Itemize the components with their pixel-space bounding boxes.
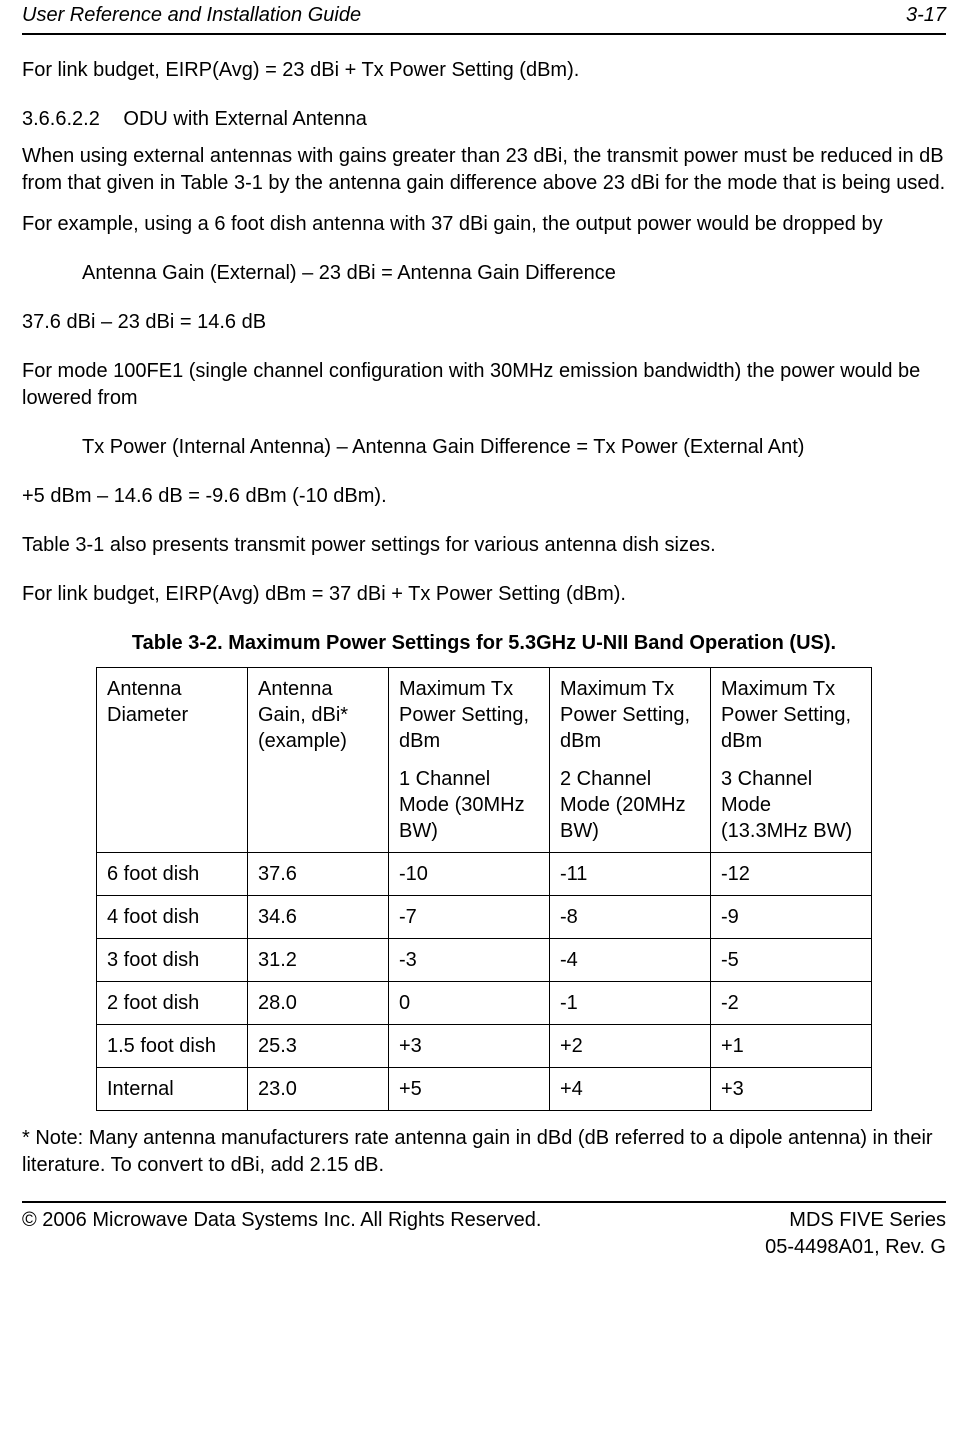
table-row: Internal 23.0 +5 +4 +3 xyxy=(97,1068,872,1111)
paragraph: 37.6 dBi – 23 dBi = 14.6 dB xyxy=(22,309,946,336)
table-cell: -1 xyxy=(550,982,711,1025)
table-cell: -3 xyxy=(389,939,550,982)
table-header-cell: Antenna Gain, dBi* (example) xyxy=(248,668,389,853)
table-cell: -11 xyxy=(550,853,711,896)
table-cell: 2 foot dish xyxy=(97,982,248,1025)
footer-product: MDS FIVE Series xyxy=(789,1209,946,1231)
footnote: * Note: Many antenna manufacturers rate … xyxy=(22,1125,946,1179)
table-cell: 31.2 xyxy=(248,939,389,982)
table-row: 3 foot dish 31.2 -3 -4 -5 xyxy=(97,939,872,982)
table-cell: 34.6 xyxy=(248,896,389,939)
table-cell: 25.3 xyxy=(248,1025,389,1068)
table-header-row: Antenna Diameter Antenna Gain, dBi* (exa… xyxy=(97,668,872,853)
section-heading: 3.6.6.2.2 ODU with External Antenna xyxy=(22,106,946,133)
table-cell: -2 xyxy=(711,982,872,1025)
table-cell: +3 xyxy=(389,1025,550,1068)
footer-docnum: 05-4498A01, Rev. G xyxy=(765,1236,946,1258)
section-number: 3.6.6.2.2 xyxy=(22,106,100,133)
table-header-cell: Maximum Tx Power Setting, dBm 1 Channel … xyxy=(389,668,550,853)
section-title: ODU with External Antenna xyxy=(123,108,366,130)
paragraph: For example, using a 6 foot dish antenna… xyxy=(22,211,946,238)
table-cell: 3 foot dish xyxy=(97,939,248,982)
table-cell: -9 xyxy=(711,896,872,939)
table-header-cell: Maximum Tx Power Setting, dBm 3 Channel … xyxy=(711,668,872,853)
table-cell: -4 xyxy=(550,939,711,982)
table-cell: +3 xyxy=(711,1068,872,1111)
table-cell: -12 xyxy=(711,853,872,896)
table-cell: +2 xyxy=(550,1025,711,1068)
table-header-cell: Antenna Diameter xyxy=(97,668,248,853)
table-cell: 28.0 xyxy=(248,982,389,1025)
table-cell: 23.0 xyxy=(248,1068,389,1111)
paragraph: +5 dBm – 14.6 dB = -9.6 dBm (-10 dBm). xyxy=(22,483,946,510)
table-row: 2 foot dish 28.0 0 -1 -2 xyxy=(97,982,872,1025)
header-rule xyxy=(22,33,946,35)
page-footer: © 2006 Microwave Data Systems Inc. All R… xyxy=(22,1207,946,1261)
paragraph-formula: Tx Power (Internal Antenna) – Antenna Ga… xyxy=(22,434,946,461)
table-cell: -7 xyxy=(389,896,550,939)
table-cell: +1 xyxy=(711,1025,872,1068)
paragraph-formula: Antenna Gain (External) – 23 dBi = Anten… xyxy=(22,260,946,287)
table-cell: +5 xyxy=(389,1068,550,1111)
table-cell: +4 xyxy=(550,1068,711,1111)
table-title: Table 3-2. Maximum Power Settings for 5.… xyxy=(22,630,946,657)
table-header-cell: Maximum Tx Power Setting, dBm 2 Channel … xyxy=(550,668,711,853)
footer-copyright: © 2006 Microwave Data Systems Inc. All R… xyxy=(22,1207,541,1234)
paragraph: Table 3-1 also presents transmit power s… xyxy=(22,532,946,559)
paragraph-eirp: For link budget, EIRP(Avg) = 23 dBi + Tx… xyxy=(22,57,946,84)
paragraph: When using external antennas with gains … xyxy=(22,143,946,197)
page-header: User Reference and Installation Guide 3-… xyxy=(22,0,946,31)
table-row: 4 foot dish 34.6 -7 -8 -9 xyxy=(97,896,872,939)
table-row: 1.5 foot dish 25.3 +3 +2 +1 xyxy=(97,1025,872,1068)
paragraph: For mode 100FE1 (single channel configur… xyxy=(22,358,946,412)
table-cell: Internal xyxy=(97,1068,248,1111)
table-row: 6 foot dish 37.6 -10 -11 -12 xyxy=(97,853,872,896)
table-cell: 1.5 foot dish xyxy=(97,1025,248,1068)
header-page-number: 3-17 xyxy=(906,2,946,29)
header-title: User Reference and Installation Guide xyxy=(22,2,361,29)
table-cell: 0 xyxy=(389,982,550,1025)
table-cell: 6 foot dish xyxy=(97,853,248,896)
paragraph: For link budget, EIRP(Avg) dBm = 37 dBi … xyxy=(22,581,946,608)
table-cell: 4 foot dish xyxy=(97,896,248,939)
power-settings-table: Antenna Diameter Antenna Gain, dBi* (exa… xyxy=(96,667,872,1111)
table-cell: -8 xyxy=(550,896,711,939)
table-cell: -5 xyxy=(711,939,872,982)
table-cell: -10 xyxy=(389,853,550,896)
footer-rule xyxy=(22,1201,946,1203)
table-cell: 37.6 xyxy=(248,853,389,896)
